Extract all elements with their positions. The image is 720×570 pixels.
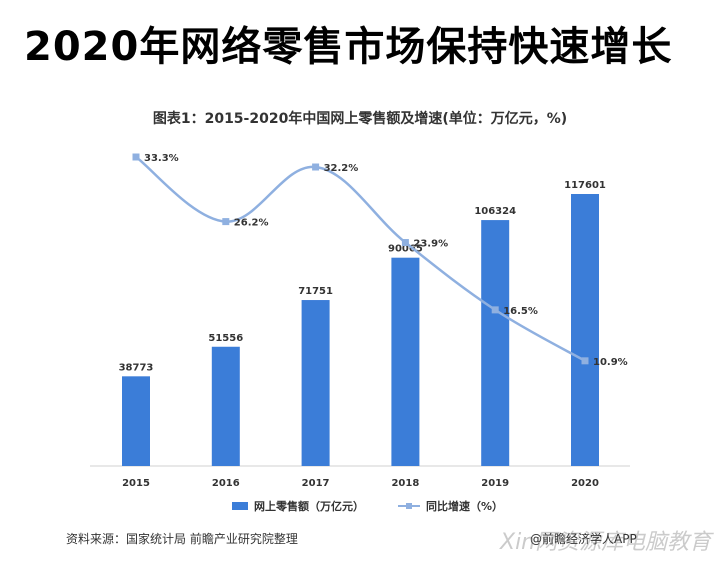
growth-point-2015 bbox=[132, 153, 140, 161]
x-tick-2015: 2015 bbox=[122, 478, 150, 489]
growth-label-2015: 33.3% bbox=[144, 153, 179, 164]
bar-label-2018: 90065 bbox=[388, 244, 423, 255]
growth-point-2017 bbox=[312, 163, 320, 171]
legend-line-swatch bbox=[398, 501, 420, 511]
bar-label-2019: 106324 bbox=[474, 206, 516, 217]
bar-2020 bbox=[571, 194, 599, 466]
bar-value-labels: 38773 51556 71751 90065 106324 117601 bbox=[119, 180, 606, 373]
growth-label-2020: 10.9% bbox=[593, 357, 628, 368]
x-tick-2017: 2017 bbox=[302, 478, 330, 489]
headline: 2020年网络零售市场保持快速增长 bbox=[24, 24, 673, 70]
growth-value-labels: 33.3% 26.2% 32.2% 23.9% 16.5% 10.9% bbox=[144, 153, 628, 368]
growth-line bbox=[135, 155, 586, 362]
source-note: 资料来源：国家统计局 前瞻产业研究院整理 bbox=[66, 532, 298, 546]
x-tick-2020: 2020 bbox=[571, 478, 599, 489]
growth-point-2020 bbox=[581, 357, 589, 365]
bar-label-2020: 117601 bbox=[564, 180, 606, 191]
growth-line-series bbox=[132, 153, 589, 365]
growth-label-2019: 16.5% bbox=[503, 306, 538, 317]
bar-label-2016: 51556 bbox=[208, 333, 243, 344]
bar-2018 bbox=[391, 257, 420, 466]
legend-bar-swatch bbox=[232, 502, 248, 510]
x-tick-2016: 2016 bbox=[212, 478, 240, 489]
growth-label-2016: 26.2% bbox=[234, 218, 269, 229]
credit-note: @前瞻经济学人APP bbox=[530, 532, 637, 546]
bar-label-2017: 71751 bbox=[298, 286, 333, 297]
x-tick-2018: 2018 bbox=[391, 478, 419, 489]
growth-point-2016 bbox=[222, 218, 230, 226]
x-tick-labels: 2015 2016 2017 2018 2019 2020 bbox=[122, 478, 599, 489]
watermark-brand: Xin网资源库电脑教育 bbox=[500, 530, 712, 555]
bar-2019 bbox=[481, 220, 510, 466]
x-tick-2019: 2019 bbox=[481, 478, 509, 489]
legend: 网上零售额（万亿元） 同比增速（%） bbox=[232, 498, 503, 514]
bar-series bbox=[122, 194, 599, 466]
legend-item-line: 同比增速（%） bbox=[398, 498, 503, 514]
legend-item-bar: 网上零售额（万亿元） bbox=[232, 498, 364, 514]
chart-title: 图表1：2015-2020年中国网上零售额及增速(单位：万亿元，%) bbox=[152, 111, 568, 127]
legend-bar-label: 网上零售额（万亿元） bbox=[254, 500, 364, 513]
bar-2016 bbox=[211, 346, 240, 466]
growth-label-2018: 23.9% bbox=[413, 239, 448, 250]
growth-label-2017: 32.2% bbox=[324, 163, 359, 174]
bar-label-2015: 38773 bbox=[119, 362, 154, 373]
growth-point-2019 bbox=[491, 306, 499, 314]
bar-2015 bbox=[122, 376, 150, 466]
growth-point-2018 bbox=[401, 239, 409, 247]
legend-line-label: 同比增速（%） bbox=[426, 500, 504, 513]
bar-2017 bbox=[301, 300, 330, 466]
